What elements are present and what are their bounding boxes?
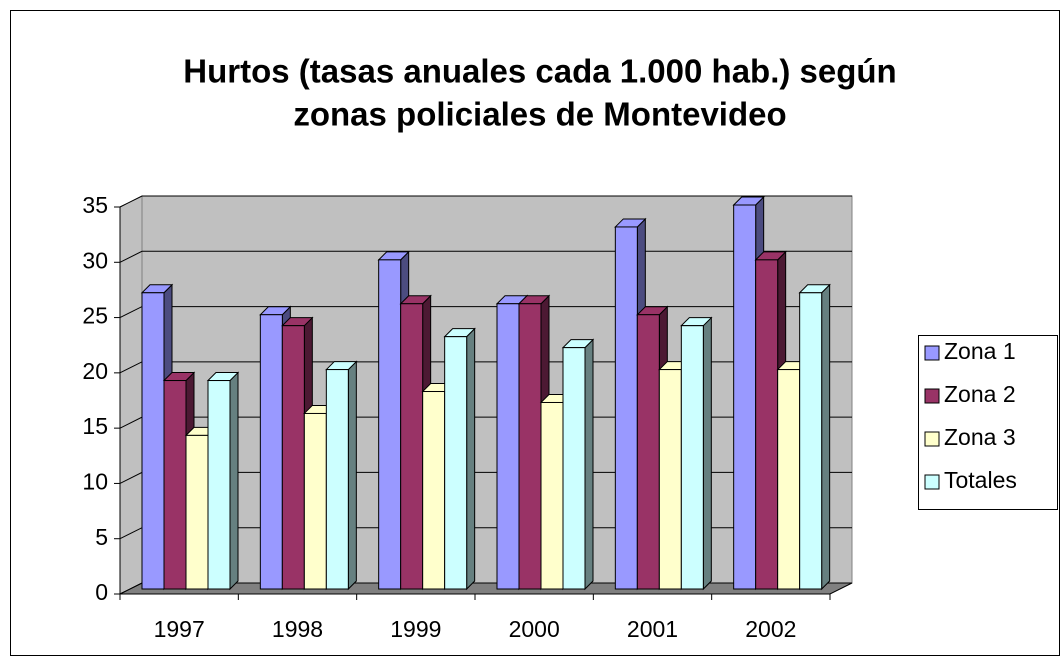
- x-tick-label: 1999: [390, 616, 441, 642]
- y-tick-label: 25: [82, 303, 108, 329]
- y-tick-label: 35: [82, 192, 108, 218]
- bar: [799, 292, 823, 590]
- chart-title: zonas policiales de Montevideo: [293, 96, 786, 133]
- bar: [614, 226, 638, 590]
- bar: [496, 303, 520, 590]
- y-tick-label: 15: [82, 413, 108, 439]
- legend-label: Zona 1: [944, 338, 1016, 364]
- bar: [444, 336, 468, 590]
- x-tick-label: 2000: [509, 616, 560, 642]
- grid-line: [119, 195, 852, 208]
- legend: [918, 335, 1058, 510]
- bar: [163, 380, 187, 590]
- bar-side: [821, 283, 831, 591]
- side-wall: [119, 195, 143, 595]
- bar: [680, 325, 704, 590]
- bar: [777, 369, 801, 590]
- x-tick-label: 1998: [272, 616, 323, 642]
- y-tick-label: 5: [95, 524, 108, 550]
- bar: [540, 401, 564, 590]
- legend-label: Totales: [944, 467, 1017, 493]
- legend-swatch: [924, 345, 940, 361]
- bar: [141, 292, 165, 590]
- bar: [733, 204, 757, 590]
- bar: [207, 380, 231, 590]
- y-tick-label: 0: [95, 579, 108, 605]
- bar: [636, 314, 660, 590]
- bar: [303, 412, 327, 590]
- bar-side: [229, 371, 239, 591]
- bar: [755, 259, 779, 590]
- bar: [378, 259, 402, 590]
- bar: [185, 434, 209, 590]
- bar-side: [347, 360, 357, 591]
- legend-label: Zona 3: [944, 424, 1016, 450]
- y-tick-label: 20: [82, 358, 108, 384]
- legend-swatch: [924, 474, 940, 490]
- bar-side: [584, 338, 594, 591]
- y-tick-label: 10: [82, 469, 108, 495]
- legend-label: Zona 2: [944, 381, 1016, 407]
- legend-swatch: [924, 388, 940, 404]
- bar: [422, 391, 446, 590]
- x-tick-label: 2001: [627, 616, 678, 642]
- x-tick-label: 2002: [745, 616, 796, 642]
- bar: [658, 369, 682, 590]
- x-tick-label: 1997: [154, 616, 205, 642]
- y-tick-label: 30: [82, 247, 108, 273]
- legend-swatch: [924, 431, 940, 447]
- bar: [325, 369, 349, 590]
- bar-side: [702, 316, 712, 591]
- bar: [400, 303, 424, 590]
- chart-title: Hurtos (tasas anuales cada 1.000 hab.) s…: [183, 53, 896, 90]
- bar: [562, 347, 586, 590]
- bar: [281, 325, 305, 590]
- bar-side: [466, 327, 476, 591]
- bar: [518, 303, 542, 590]
- bar: [259, 314, 283, 590]
